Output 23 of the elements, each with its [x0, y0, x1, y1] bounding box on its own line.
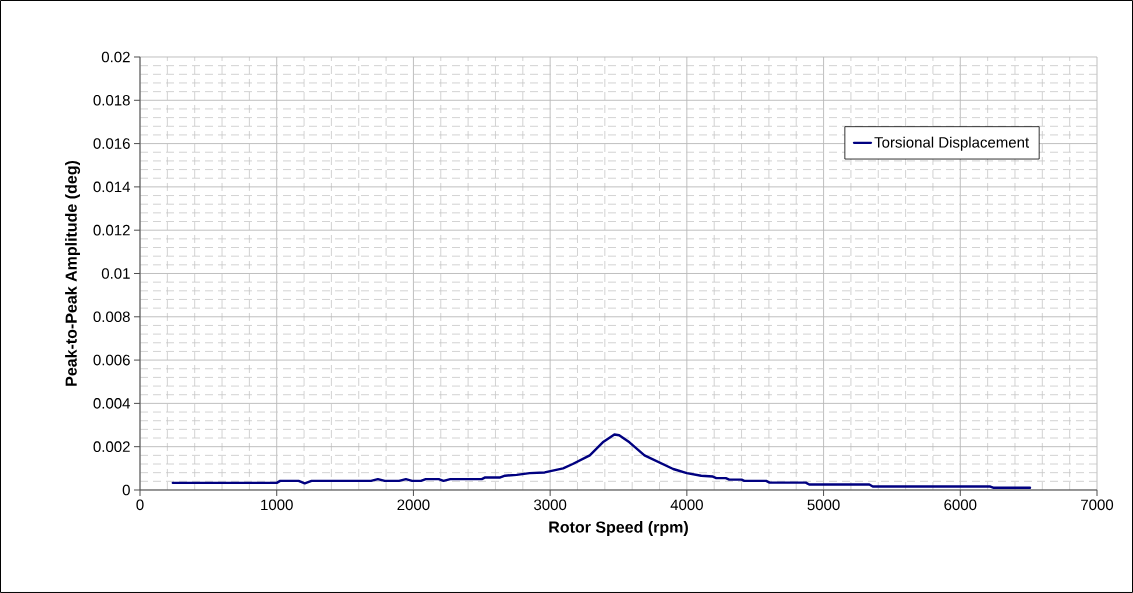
y-tick-label: 0.01 [101, 268, 130, 279]
x-axis-title: Rotor Speed (rpm) [549, 521, 688, 536]
y-tick-label: 0.004 [93, 398, 131, 409]
x-tick-label: 6000 [944, 499, 977, 511]
y-tick-label: 0.018 [93, 94, 130, 106]
x-tick-label: 5000 [807, 499, 840, 511]
y-tick-label: 0 [122, 484, 130, 496]
x-tick-label: 3000 [534, 499, 567, 511]
y-tick-label: 0.02 [101, 51, 130, 63]
y-axis-title: Peak-to-Peak Amplitude (deg) [65, 160, 81, 386]
y-tick-label: 0.014 [93, 181, 131, 193]
x-tick-label: 2000 [397, 499, 430, 511]
legend-label: Torsional Displacement [874, 136, 1030, 151]
x-tick-label: 7000 [1081, 499, 1114, 511]
y-tick-label: 0.016 [93, 138, 130, 149]
y-tick-label: 0.006 [93, 354, 130, 366]
y-tick-label: 0.008 [93, 311, 130, 323]
x-tick-label: 4000 [670, 499, 703, 511]
line-series [171, 433, 1032, 490]
x-tick-label: 0 [136, 499, 144, 511]
y-tick-label: 0.012 [93, 224, 130, 236]
y-tick-label: 0.002 [93, 441, 130, 452]
x-tick-label: 1000 [261, 499, 293, 511]
